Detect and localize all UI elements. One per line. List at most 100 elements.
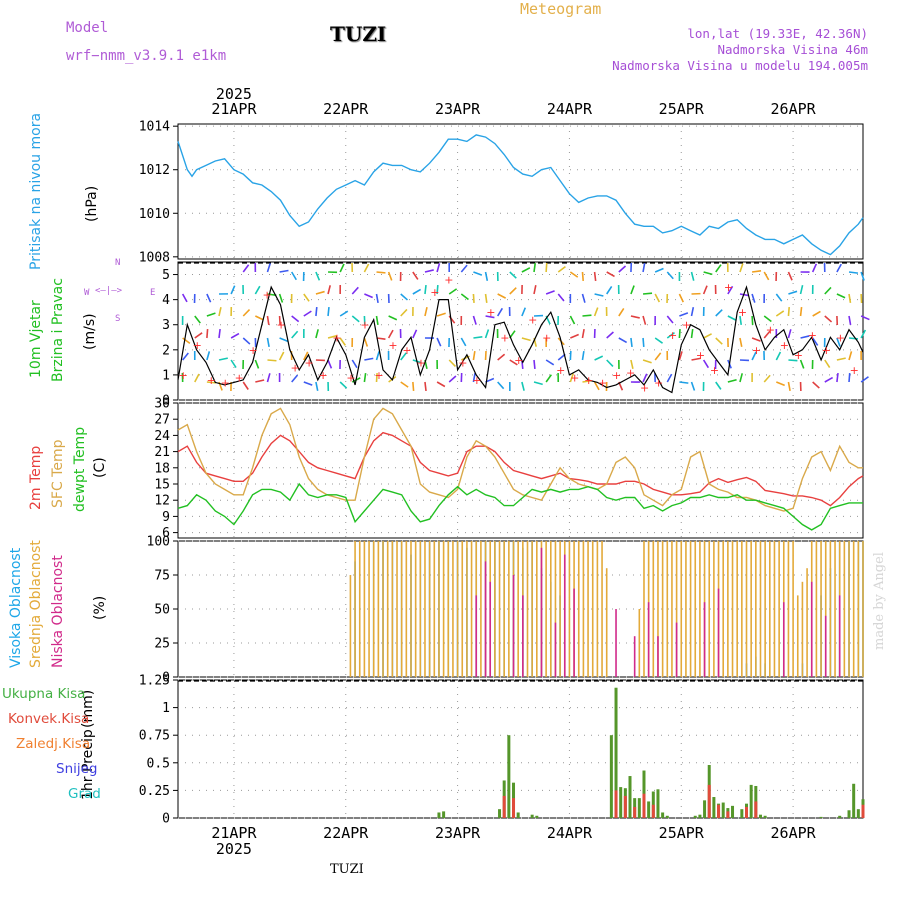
bar-mid_cloud — [671, 541, 673, 677]
bar-mid_cloud — [792, 541, 794, 677]
compass-w: W — [84, 288, 90, 298]
bar-mid_cloud — [689, 541, 692, 677]
wind-arrow — [751, 337, 761, 342]
model-label: Model — [66, 20, 109, 36]
gust-marker: + — [486, 306, 495, 319]
wind-ylabel-1: 10m Vjetar — [28, 300, 44, 378]
wind-arrow — [678, 293, 685, 303]
bar-conv_precip — [512, 798, 516, 818]
wind-arrow — [376, 271, 386, 274]
wind-arrow — [291, 271, 297, 281]
wind-arrow — [303, 293, 310, 302]
wind-arrow — [630, 337, 633, 348]
bar-total_precip — [637, 798, 641, 818]
bottom-day-label: 21APR — [211, 824, 257, 842]
wind-arrow — [460, 337, 467, 347]
wind-arrow — [242, 337, 251, 345]
wind-arrow — [630, 315, 640, 319]
ytick-label-clouds: 50 — [154, 603, 170, 618]
gust-marker: + — [346, 371, 355, 384]
wind-arrow — [291, 330, 299, 339]
wind-arrow — [751, 315, 754, 326]
top-day-label: 24APR — [547, 100, 593, 118]
wind-arrow — [315, 290, 325, 295]
bar-mid_cloud — [699, 541, 701, 677]
top-day-label: 23APR — [435, 100, 481, 118]
temp-unit: (C) — [92, 457, 108, 478]
wind-arrow — [581, 350, 585, 361]
wind-ylabel-2: Brzina i Pravac — [50, 278, 66, 382]
bar-mid_cloud — [591, 541, 594, 677]
wind-arrow — [642, 315, 647, 325]
gust-marker: + — [514, 354, 523, 367]
wind-arrow — [545, 290, 555, 295]
wind-arrow — [799, 359, 805, 369]
bar-mid_cloud — [368, 541, 370, 677]
ytick-label-pressure: 1008 — [139, 250, 170, 265]
bar-mid_cloud — [787, 541, 790, 677]
ytick-label-wind: 1 — [162, 368, 170, 383]
wind-arrow — [642, 373, 648, 383]
wind-arrow — [181, 293, 188, 303]
model-elevation-readout: Nadmorska Visina u modelu 194.005m — [612, 58, 868, 73]
wind-arrow — [375, 372, 378, 383]
wind-arrow — [678, 351, 683, 361]
bar-low_cloud — [717, 588, 720, 677]
wind-arrow — [206, 381, 216, 384]
bar-mid_cloud — [652, 541, 655, 677]
wind-arrow — [436, 381, 446, 388]
wind-arrow — [231, 272, 240, 275]
bar-conv_precip — [717, 804, 721, 818]
wind-arrow — [776, 381, 785, 387]
wind-arrow — [182, 337, 191, 345]
wind-arrow — [448, 375, 457, 383]
wind-arrow — [836, 372, 839, 383]
wind-arrow — [375, 315, 379, 326]
wind-arrow — [339, 337, 346, 346]
pressure-unit: (hPa) — [84, 185, 100, 222]
ytick-label-clouds: 75 — [154, 569, 170, 584]
compass-n: N — [115, 258, 121, 268]
wind-arrow — [472, 372, 476, 383]
bar-low_cloud — [573, 588, 575, 677]
wind-arrow — [194, 373, 200, 383]
bar-mid_cloud — [536, 541, 538, 677]
series-wind_speed — [177, 285, 864, 394]
lonlat-readout: lon,lat (19.33E, 42.36N) — [687, 26, 868, 41]
bar-mid_cloud — [419, 541, 422, 677]
bar-conv_precip — [707, 784, 711, 818]
wind-arrow — [618, 265, 627, 273]
wind-arrow — [860, 376, 869, 383]
gust-marker: + — [304, 356, 313, 369]
wind-arrow — [521, 381, 525, 391]
wind-arrow — [230, 359, 237, 368]
wind-arrow — [618, 308, 625, 317]
bar-conv_precip — [614, 790, 618, 818]
wind-arrow — [799, 306, 803, 317]
wind-arrow — [218, 328, 221, 339]
wind-arrow — [194, 332, 203, 339]
ytick-label-temperature: 6 — [162, 526, 170, 541]
wind-arrow — [715, 381, 722, 390]
pressure-ylabel: Pritisak na nivou mora — [28, 112, 44, 270]
gust-marker: + — [318, 369, 327, 382]
wind-arrow — [473, 335, 483, 339]
wind-arrow — [702, 285, 708, 295]
wind-arrow — [315, 306, 318, 317]
wind-arrow — [545, 359, 555, 366]
panel-frames — [177, 123, 864, 819]
bar-mid_cloud — [354, 541, 356, 677]
wind-arrow — [254, 285, 261, 295]
wind-arrow — [400, 293, 409, 301]
bar-mid_cloud — [414, 541, 417, 677]
wind-arrow — [836, 263, 842, 273]
bar-mid_cloud — [736, 541, 738, 677]
wind-arrow — [509, 287, 517, 295]
wind-arrow — [327, 306, 330, 317]
bar-mid_cloud — [755, 541, 757, 677]
wind-arrow — [363, 337, 369, 347]
wind-arrow — [666, 331, 675, 339]
wind-arrow — [351, 359, 358, 369]
bar-mid_cloud — [661, 541, 664, 677]
